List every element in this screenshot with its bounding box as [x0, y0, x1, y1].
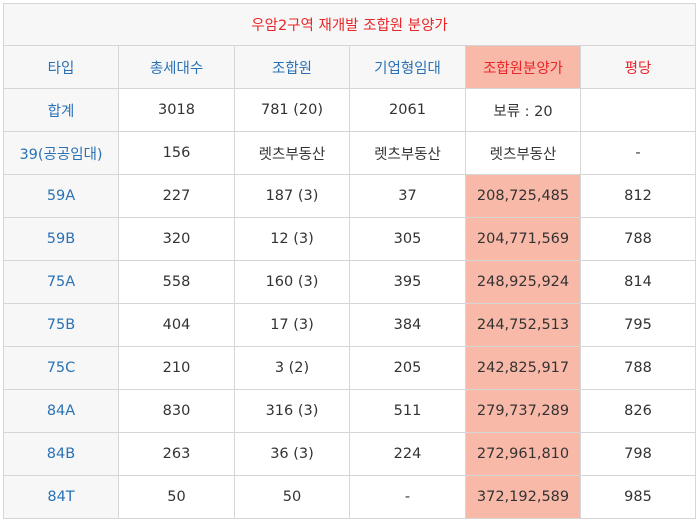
cell-members: 3 (2) [234, 346, 350, 390]
table-row: 84A 830 316 (3) 511 279,737,289 826 [3, 389, 697, 433]
cell-members: 187 (3) [234, 174, 350, 218]
price-table-container: 우암2구역 재개발 조합원 분양가 타입 총세대수 조합원 기업형임대 조합원분… [2, 3, 697, 519]
cell-per-pyeong: 788 [579, 217, 697, 261]
cell-total-units: 227 [118, 174, 235, 218]
cell-per-pyeong: 985 [579, 475, 697, 519]
cell-members: 50 [234, 475, 350, 519]
cell-corporate-rental: 37 [349, 174, 466, 218]
cell-members: 렛츠부동산 [234, 131, 350, 175]
cell-type: 75B [3, 303, 119, 347]
header-per-pyeong: 평당 [579, 45, 697, 89]
cell-total-units: 404 [118, 303, 235, 347]
cell-total-units: 156 [118, 131, 235, 175]
table-title: 우암2구역 재개발 조합원 분양가 [2, 3, 697, 46]
cell-member-price: 208,725,485 [465, 174, 581, 218]
cell-per-pyeong: 788 [579, 346, 697, 390]
cell-members: 160 (3) [234, 260, 350, 304]
cell-members: 12 (3) [234, 217, 350, 261]
table-row: 75B 404 17 (3) 384 244,752,513 795 [3, 303, 697, 347]
cell-member-price: 204,771,569 [465, 217, 581, 261]
cell-type: 59B [3, 217, 119, 261]
cell-corporate-rental: 2061 [349, 88, 466, 132]
cell-per-pyeong: 798 [579, 432, 697, 476]
cell-type: 39(공공임대) [3, 131, 119, 175]
header-corporate-rental: 기업형임대 [349, 45, 466, 89]
cell-corporate-rental: 511 [349, 389, 466, 433]
cell-corporate-rental: 렛츠부동산 [349, 131, 466, 175]
table-row: 75A 558 160 (3) 395 248,925,924 814 [3, 260, 697, 304]
cell-per-pyeong: 812 [579, 174, 697, 218]
table-row: 39(공공임대) 156 렛츠부동산 렛츠부동산 렛츠부동산 - [3, 131, 697, 175]
cell-total-units: 263 [118, 432, 235, 476]
cell-corporate-rental: 384 [349, 303, 466, 347]
header-total-units: 총세대수 [118, 45, 235, 89]
table-row: 84B 263 36 (3) 224 272,961,810 798 [3, 432, 697, 476]
cell-members: 316 (3) [234, 389, 350, 433]
cell-members: 36 (3) [234, 432, 350, 476]
header-members: 조합원 [234, 45, 350, 89]
cell-total-units: 3018 [118, 88, 235, 132]
cell-type: 75A [3, 260, 119, 304]
table-row: 59A 227 187 (3) 37 208,725,485 812 [3, 174, 697, 218]
cell-member-price: 렛츠부동산 [465, 131, 581, 175]
cell-corporate-rental: - [349, 475, 466, 519]
cell-corporate-rental: 395 [349, 260, 466, 304]
cell-total-units: 830 [118, 389, 235, 433]
cell-member-price: 242,825,917 [465, 346, 581, 390]
cell-members: 17 (3) [234, 303, 350, 347]
cell-per-pyeong: 826 [579, 389, 697, 433]
cell-member-price: 248,925,924 [465, 260, 581, 304]
table-row: 84T 50 50-372,192,589 985 [3, 475, 697, 519]
cell-member-price: 244,752,513 [465, 303, 581, 347]
cell-members: 781 (20) [234, 88, 350, 132]
cell-per-pyeong [579, 88, 697, 132]
cell-per-pyeong: - [579, 131, 697, 175]
header-row: 타입 총세대수 조합원 기업형임대 조합원분양가 평당 [3, 45, 697, 89]
cell-type: 합계 [3, 88, 119, 132]
title-row: 우암2구역 재개발 조합원 분양가 [2, 3, 697, 46]
cell-type: 75C [3, 346, 119, 390]
table-row: 합계 3018 781 (20) 2061 보류 : 20 [3, 88, 697, 132]
cell-member-price: 372,192,589 [465, 475, 581, 519]
table-row: 75C 210 3 (2) 205 242,825,917 788 [3, 346, 697, 390]
cell-corporate-rental: 305 [349, 217, 466, 261]
cell-total-units: 320 [118, 217, 235, 261]
header-member-price: 조합원분양가 [465, 45, 581, 89]
cell-member-price: 279,737,289 [465, 389, 581, 433]
cell-corporate-rental: 224 [349, 432, 466, 476]
cell-total-units: 210 [118, 346, 235, 390]
cell-type: 84T [3, 475, 119, 519]
cell-total-units: 558 [118, 260, 235, 304]
cell-per-pyeong: 814 [579, 260, 697, 304]
header-type: 타입 [3, 45, 119, 89]
cell-type: 84B [3, 432, 119, 476]
cell-corporate-rental: 205 [349, 346, 466, 390]
cell-type: 59A [3, 174, 119, 218]
cell-type: 84A [3, 389, 119, 433]
cell-member-price: 보류 : 20 [465, 88, 581, 132]
cell-per-pyeong: 795 [579, 303, 697, 347]
member-price-table: 우암2구역 재개발 조합원 분양가 타입 총세대수 조합원 기업형임대 조합원분… [2, 3, 697, 519]
cell-total-units: 50 [118, 475, 235, 519]
table-row: 59B 320 12 (3) 305 204,771,569 788 [3, 217, 697, 261]
cell-member-price: 272,961,810 [465, 432, 581, 476]
